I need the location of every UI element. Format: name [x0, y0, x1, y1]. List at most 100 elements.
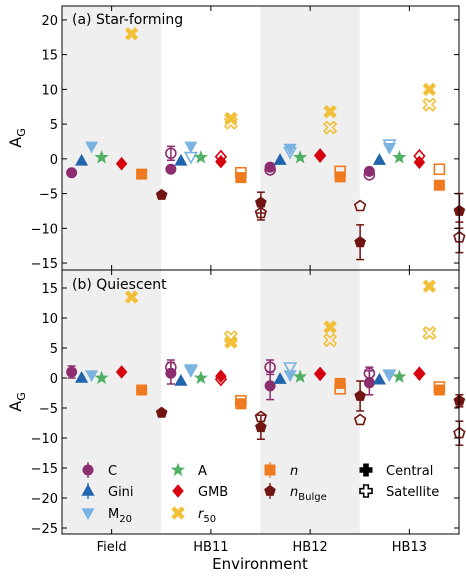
data-point-a-central	[94, 370, 109, 385]
data-point-c-central	[363, 377, 375, 389]
data-point-gmb-central	[314, 367, 326, 382]
data-point-r50-satellite	[323, 120, 337, 135]
data-point-gmb-central	[413, 155, 426, 170]
y-tick-label: −10	[31, 432, 58, 447]
legend-marker	[264, 464, 276, 476]
data-point-n-central	[334, 377, 346, 389]
y-tick-label: 15	[41, 49, 58, 64]
panel-title: (a) Star-forming	[72, 12, 183, 28]
data-point-n-central	[136, 384, 148, 396]
data-point-a-central	[193, 370, 208, 385]
data-point-gini-central	[75, 153, 89, 166]
data-point-c-central	[363, 165, 375, 177]
data-point-c-central	[264, 161, 276, 173]
data-point-r50-central	[125, 27, 139, 41]
data-point-gini-central	[372, 153, 386, 165]
legend-label: Gini	[108, 485, 134, 500]
legend-item-gini: Gini	[81, 483, 134, 500]
data-point-gmb-central	[115, 156, 128, 171]
legend-label: GMB	[198, 485, 228, 500]
data-point-c-central	[264, 380, 276, 392]
y-tick-label: −25	[31, 522, 58, 537]
y-tick-label: −15	[31, 462, 58, 477]
legend-marker	[264, 484, 276, 496]
data-point-gmb-central	[215, 369, 227, 383]
data-point-a-central	[293, 150, 308, 164]
data-point-n-central	[235, 398, 247, 410]
y-tick-label: 0	[50, 372, 58, 387]
legend-item-gmb: GMB	[172, 484, 228, 500]
data-point-r50-satellite	[422, 326, 437, 340]
data-point-r50-central	[422, 82, 436, 96]
data-point-r50-central	[323, 320, 337, 334]
x-tick-label: Field	[97, 540, 127, 555]
shade-band	[62, 6, 162, 270]
data-point-a-central	[94, 150, 109, 164]
y-axis-label: AG	[6, 128, 28, 147]
y-tick-label: 5	[50, 118, 58, 133]
y-tick-label: 10	[41, 312, 58, 327]
data-point-gini-central	[372, 372, 386, 385]
shade-band	[260, 6, 360, 270]
y-tick-label: −5	[39, 188, 58, 203]
data-point-a-central	[293, 369, 308, 383]
data-point-nbulge-central	[155, 188, 168, 200]
legend-label: A	[198, 464, 207, 479]
data-point-gmb-central	[115, 365, 128, 379]
y-tick-label: −20	[31, 492, 58, 507]
data-point-r50-satellite	[422, 97, 437, 112]
y-tick-label: −15	[31, 257, 58, 272]
data-point-m20-central	[283, 370, 297, 383]
legend-label: r50	[198, 507, 216, 525]
legend-marker	[170, 462, 186, 477]
y-tick-label: −10	[31, 222, 58, 237]
data-point-nbulge-central	[255, 421, 267, 433]
legend-marker	[82, 464, 94, 476]
legend-item-a: A	[170, 462, 207, 479]
data-point-nbulge-satellite	[353, 413, 367, 426]
y-axis-label: AG	[6, 392, 28, 411]
data-point-m20-central	[382, 370, 396, 383]
data-point-c-central	[165, 367, 177, 379]
data-point-m20-satellite	[183, 151, 198, 165]
legend-marker	[172, 484, 184, 498]
x-tick-label: HB11	[193, 540, 228, 555]
data-point-nbulge-satellite	[353, 199, 367, 212]
shade-band	[62, 270, 162, 534]
legend-label: Satellite	[386, 485, 439, 500]
legend-marker	[359, 484, 373, 498]
data-point-n-central	[136, 168, 148, 180]
data-point-c-satellite	[165, 147, 177, 160]
legend-marker	[171, 506, 185, 520]
data-point-c-central	[66, 167, 78, 179]
data-point-r50-central	[224, 335, 238, 349]
x-tick-label: HB12	[293, 540, 328, 555]
data-point-gmb-central	[413, 366, 426, 380]
data-point-m20-satellite	[283, 362, 298, 375]
legend-marker	[81, 508, 95, 521]
y-tick-label: 10	[41, 83, 58, 98]
data-point-gini-central	[174, 153, 188, 166]
panel-frame	[61, 269, 460, 535]
panel-star-forming: (a) Star-forming −15 −10 −5 0 5 10 15 20 AG	[6, 5, 466, 272]
data-point-r50-central	[125, 290, 139, 304]
data-point-c-central	[165, 163, 177, 175]
data-point-nbulge-central	[354, 389, 366, 401]
legend-label: Central	[386, 464, 433, 479]
data-point-r50-satellite	[323, 333, 337, 348]
data-point-gini-central	[273, 153, 287, 165]
data-point-c-central	[66, 366, 78, 378]
data-point-m20-central	[184, 141, 198, 154]
x-axis: Field HB11 HB12 HB13	[97, 540, 427, 555]
data-point-a-central	[392, 369, 407, 383]
data-point-n-central	[334, 171, 346, 183]
legend-item-c: C	[82, 462, 117, 479]
legend-item-central: Central	[359, 463, 433, 479]
data-point-nbulge-central	[155, 406, 168, 418]
x-tick-label: HB13	[392, 540, 427, 555]
data-point-n-central	[433, 384, 445, 396]
y-tick-label: 15	[41, 282, 58, 297]
legend-marker	[359, 463, 373, 477]
